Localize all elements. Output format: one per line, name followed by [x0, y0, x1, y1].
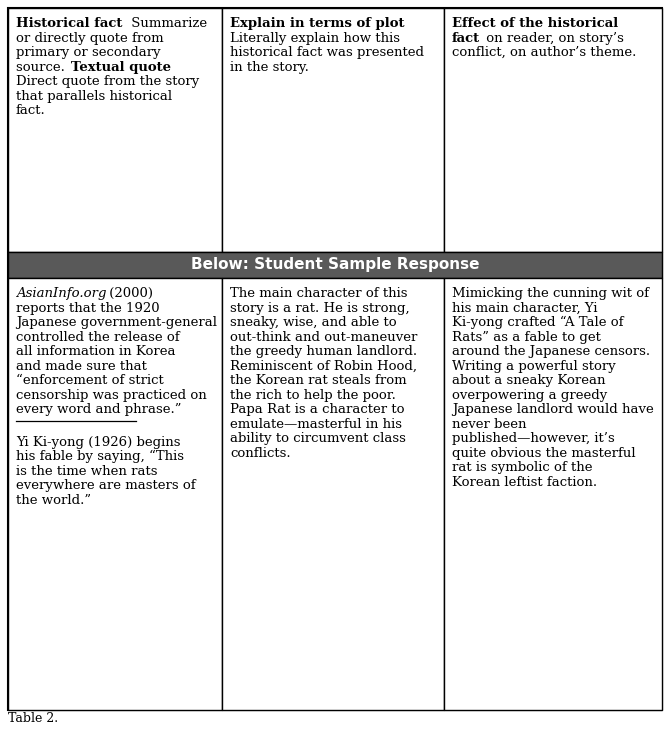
- Text: Literally explain how this: Literally explain how this: [230, 32, 400, 45]
- Text: published—however, it’s: published—however, it’s: [452, 432, 615, 445]
- Text: the world.”: the world.”: [16, 493, 91, 507]
- Text: on reader, on story’s: on reader, on story’s: [482, 32, 624, 45]
- Text: historical fact was presented: historical fact was presented: [230, 46, 424, 59]
- Text: fact: fact: [452, 32, 480, 45]
- Text: The main character of this: The main character of this: [230, 288, 407, 300]
- Bar: [222, 8, 444, 252]
- Text: Japanese landlord would have: Japanese landlord would have: [452, 403, 654, 416]
- Text: AsianInfo.org: AsianInfo.org: [16, 288, 107, 300]
- Text: everywhere are masters of: everywhere are masters of: [16, 479, 196, 492]
- Text: his fable by saying, “This: his fable by saying, “This: [16, 450, 184, 463]
- Text: the greedy human landlord.: the greedy human landlord.: [230, 345, 417, 358]
- Text: reports that the 1920: reports that the 1920: [16, 302, 159, 315]
- Text: Textual quote: Textual quote: [71, 61, 171, 74]
- Text: story is a rat. He is strong,: story is a rat. He is strong,: [230, 302, 409, 315]
- Text: Reminiscent of Robin Hood,: Reminiscent of Robin Hood,: [230, 360, 417, 373]
- Text: Japanese government-general: Japanese government-general: [16, 317, 217, 329]
- Text: sneaky, wise, and able to: sneaky, wise, and able to: [230, 317, 397, 329]
- Text: quite obvious the masterful: quite obvious the masterful: [452, 447, 636, 460]
- Text: around the Japanese censors.: around the Japanese censors.: [452, 345, 650, 358]
- Text: Papa Rat is a character to: Papa Rat is a character to: [230, 403, 405, 416]
- Bar: [444, 278, 662, 710]
- Text: never been: never been: [452, 418, 527, 431]
- Text: Ki-yong crafted “A Tale of: Ki-yong crafted “A Tale of: [452, 316, 624, 329]
- Text: that parallels historical: that parallels historical: [16, 90, 172, 103]
- Text: (2000): (2000): [105, 288, 153, 300]
- Text: controlled the release of: controlled the release of: [16, 331, 180, 344]
- Bar: [8, 252, 662, 278]
- Text: Effect of the historical: Effect of the historical: [452, 17, 618, 30]
- Text: Rats” as a fable to get: Rats” as a fable to get: [452, 331, 601, 344]
- Bar: [444, 8, 662, 252]
- Text: Historical fact: Historical fact: [16, 17, 123, 30]
- Text: all information in Korea: all information in Korea: [16, 345, 176, 358]
- Text: Mimicking the cunning wit of: Mimicking the cunning wit of: [452, 288, 649, 300]
- Text: overpowering a greedy: overpowering a greedy: [452, 389, 607, 402]
- Text: and made sure that: and made sure that: [16, 360, 147, 373]
- Text: conflicts.: conflicts.: [230, 447, 291, 460]
- Text: his main character, Yi: his main character, Yi: [452, 302, 598, 315]
- Text: in the story.: in the story.: [230, 61, 309, 74]
- Text: Writing a powerful story: Writing a powerful story: [452, 360, 616, 373]
- Bar: [8, 8, 222, 252]
- Text: Summarize: Summarize: [127, 17, 207, 30]
- Text: ability to circumvent class: ability to circumvent class: [230, 432, 406, 445]
- Text: out-think and out-maneuver: out-think and out-maneuver: [230, 331, 417, 344]
- Text: about a sneaky Korean: about a sneaky Korean: [452, 374, 606, 387]
- Text: Yi Ki-yong (1926) begins: Yi Ki-yong (1926) begins: [16, 435, 180, 449]
- Bar: [8, 278, 222, 710]
- Text: or directly quote from: or directly quote from: [16, 32, 163, 45]
- Text: Korean leftist faction.: Korean leftist faction.: [452, 476, 597, 489]
- Text: Table 2.: Table 2.: [8, 712, 58, 725]
- Text: rat is symbolic of the: rat is symbolic of the: [452, 461, 592, 474]
- Text: Below: Student Sample Response: Below: Student Sample Response: [191, 258, 479, 273]
- Text: Explain in terms of plot: Explain in terms of plot: [230, 17, 405, 30]
- Text: every word and phrase.”: every word and phrase.”: [16, 403, 182, 416]
- Text: conflict, on author’s theme.: conflict, on author’s theme.: [452, 46, 636, 59]
- Text: source.: source.: [16, 61, 69, 74]
- Bar: [222, 278, 444, 710]
- Text: the rich to help the poor.: the rich to help the poor.: [230, 389, 396, 402]
- Text: is the time when rats: is the time when rats: [16, 464, 157, 478]
- Text: fact.: fact.: [16, 104, 46, 117]
- Text: the Korean rat steals from: the Korean rat steals from: [230, 374, 407, 387]
- Text: Direct quote from the story: Direct quote from the story: [16, 75, 199, 88]
- Text: emulate—masterful in his: emulate—masterful in his: [230, 418, 402, 431]
- Text: primary or secondary: primary or secondary: [16, 46, 161, 59]
- Text: “enforcement of strict: “enforcement of strict: [16, 374, 163, 387]
- Text: censorship was practiced on: censorship was practiced on: [16, 389, 207, 402]
